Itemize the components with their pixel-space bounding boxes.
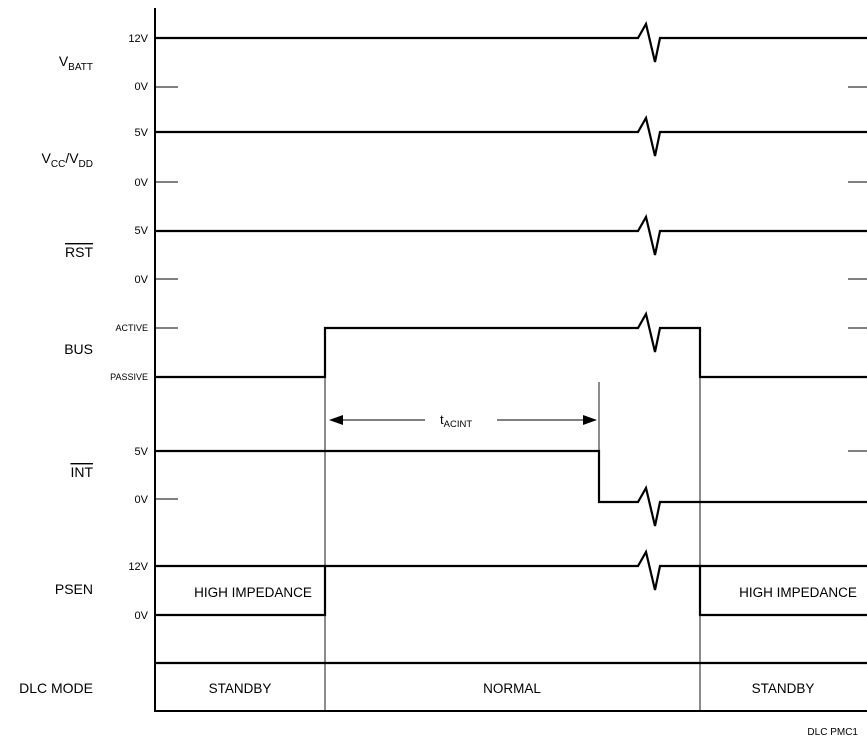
vbatt-high-level: 12V [128,33,148,45]
vccvdd-high-level: 5V [135,127,149,139]
dlc-mode-standby-right: STANDBY [752,681,815,696]
rst-high-level: 5V [135,225,149,237]
vccvdd-low-level: 0V [135,177,149,189]
psen-row: PSEN 12V 0V HIGH IMPEDANCE HIGH IMPEDANC… [55,549,867,622]
psen-high-level: 12V [128,561,148,573]
bus-waveform [155,311,867,379]
int-high-level: 5V [135,446,149,458]
rst-waveform [155,214,867,256]
rst-label: RST [65,244,93,260]
vbatt-waveform [155,21,867,63]
high-impedance-left-label: HIGH IMPEDANCE [194,585,312,600]
vbatt-row: VBATT 12V 0V [59,21,867,93]
bus-label: BUS [64,341,93,357]
bus-active-level: ACTIVE [115,323,148,333]
int-waveform [155,449,867,527]
dlc-mode-row: DLC MODE STANDBY NORMAL STANDBY [19,661,867,696]
vccvdd-row: VCC/VDD 5V 0V [42,115,867,189]
int-row: INT 5V 0V [70,446,867,527]
vccvdd-waveform [155,115,867,157]
psen-low-level: 0V [135,610,149,622]
vccvdd-label: VCC/VDD [42,150,93,170]
rst-row: RST 5V 0V [65,214,867,286]
dlc-mode-standby-left: STANDBY [209,681,272,696]
dlc-mode-label: DLC MODE [19,680,93,696]
dlc-mode-normal: NORMAL [483,681,541,696]
vbatt-label: VBATT [59,53,93,73]
psen-waveform-mid [325,549,867,617]
bus-passive-level: PASSIVE [110,372,148,382]
int-low-level: 0V [135,494,149,506]
psen-label: PSEN [55,581,93,597]
int-label: INT [70,464,93,480]
bus-row: BUS ACTIVE PASSIVE [64,311,867,382]
tacint-timing: tACINT [329,382,600,451]
figure-id: DLC PMC1 [807,727,858,738]
tacint-label: tACINT [440,412,472,430]
rst-low-level: 0V [135,274,149,286]
high-impedance-right-label: HIGH IMPEDANCE [739,585,857,600]
vbatt-low-level: 0V [135,81,149,93]
